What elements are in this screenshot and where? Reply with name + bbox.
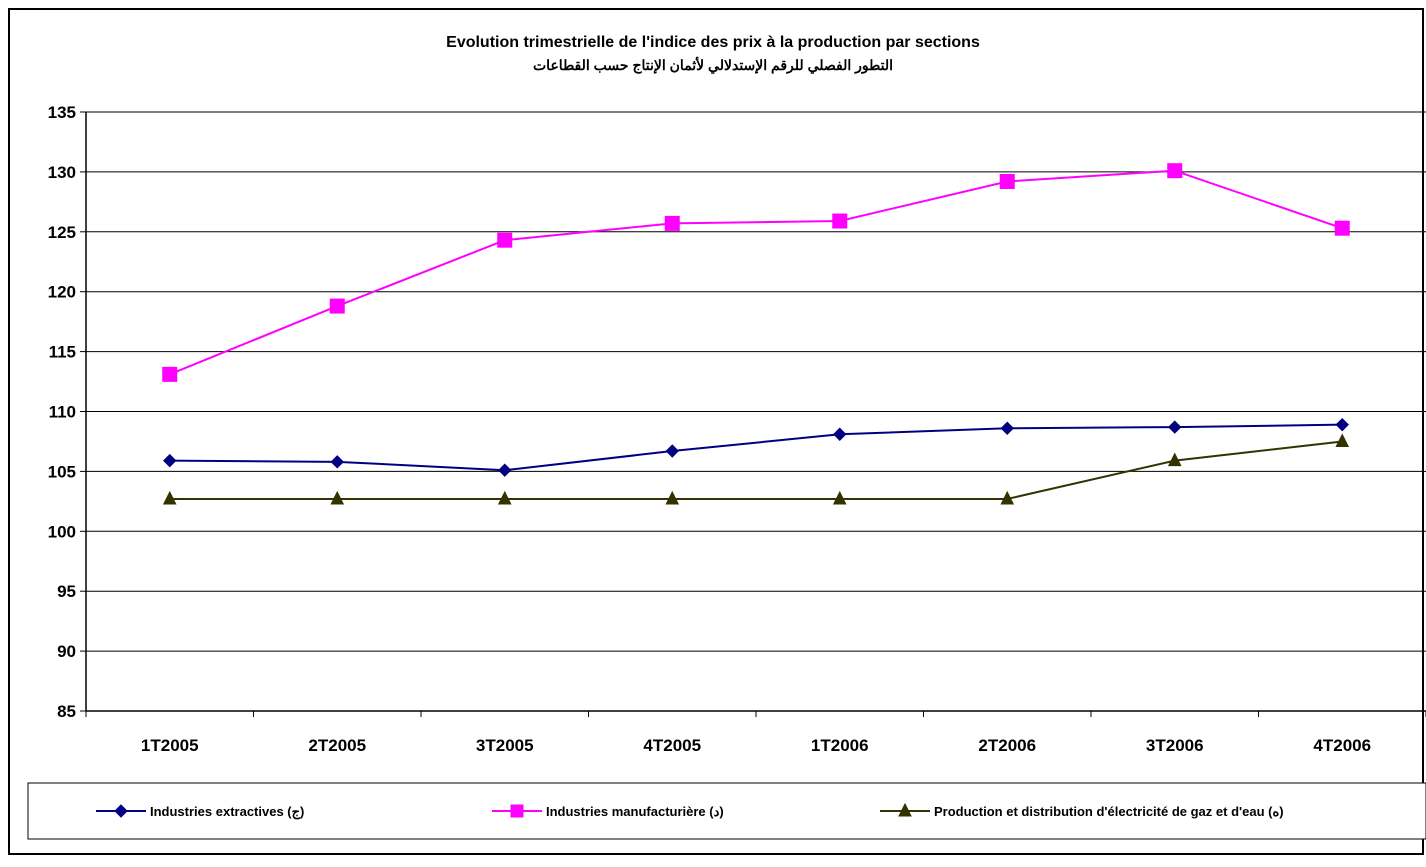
data-point-triangle bbox=[1000, 490, 1015, 505]
series-line bbox=[169, 169, 1343, 376]
data-point-square bbox=[497, 232, 513, 248]
legend-item-3: Production et distribution d'électricité… bbox=[880, 802, 1284, 819]
data-point-square bbox=[329, 298, 345, 314]
data-point-square bbox=[1334, 220, 1350, 236]
data-point-triangle bbox=[1167, 452, 1182, 467]
axes bbox=[80, 111, 1426, 717]
legend-item-2: Industries manufacturière (د) bbox=[492, 804, 724, 819]
data-point-diamond bbox=[833, 427, 847, 441]
data-point-triangle bbox=[665, 490, 680, 505]
y-tick-label: 130 bbox=[48, 163, 76, 182]
data-point-square bbox=[664, 215, 680, 231]
data-point-diamond bbox=[330, 455, 344, 469]
data-point-square bbox=[832, 213, 848, 229]
series-line bbox=[169, 423, 1343, 472]
y-tick-labels: 135 130 125 120 115 110 105 100 95 90 85 bbox=[48, 103, 76, 721]
y-tick-label: 100 bbox=[48, 522, 76, 541]
x-tick-label: 3T2005 bbox=[476, 736, 534, 755]
y-tick-label: 135 bbox=[48, 103, 76, 122]
chart-frame bbox=[8, 8, 1424, 855]
y-tick-label: 95 bbox=[57, 582, 76, 601]
x-tick-labels: 1T2005 2T2005 3T2005 4T2005 1T2006 2T2006 3T20… bbox=[141, 736, 1371, 755]
data-point-diamond bbox=[1168, 420, 1182, 434]
data-point-triangle bbox=[898, 802, 912, 817]
data-point-triangle bbox=[1335, 433, 1350, 447]
legend-item-1: Industries extractives (ج) bbox=[96, 804, 304, 820]
data-point-square bbox=[999, 173, 1015, 189]
data-point-diamond bbox=[1000, 421, 1014, 435]
data-point-square bbox=[510, 804, 524, 818]
data-point-diamond bbox=[163, 453, 177, 468]
data-point-triangle bbox=[162, 490, 177, 505]
data-point-square bbox=[162, 366, 178, 382]
data-point-diamond bbox=[665, 444, 679, 458]
legend-box bbox=[27, 782, 1426, 840]
chart-title: Evolution trimestrielle de l'indice des … bbox=[446, 34, 980, 51]
series-line bbox=[169, 440, 1343, 500]
x-tick-label: 4T2005 bbox=[643, 736, 701, 755]
data-point-diamond bbox=[1335, 417, 1349, 432]
x-tick-label: 3T2006 bbox=[1146, 736, 1204, 755]
data-point-diamond bbox=[114, 804, 128, 818]
data-point-triangle bbox=[330, 490, 345, 505]
series bbox=[162, 163, 1350, 505]
y-tick-label: 115 bbox=[49, 343, 76, 362]
x-tick-label: 2T2005 bbox=[308, 736, 366, 755]
y-tick-label: 105 bbox=[48, 462, 76, 481]
x-tick-label: 1T2006 bbox=[811, 736, 869, 755]
y-tick-label: 125 bbox=[48, 223, 76, 242]
x-tick-label: 4T2006 bbox=[1313, 736, 1371, 755]
data-point-triangle bbox=[497, 490, 512, 505]
x-tick-label: 2T2006 bbox=[978, 736, 1036, 755]
legend: Industries extractives (ج) Industries man… bbox=[27, 782, 1426, 840]
legend-label: Industries extractives (ج) bbox=[150, 804, 304, 820]
series-1 bbox=[163, 417, 1349, 477]
y-tick-label: 85 bbox=[57, 702, 76, 721]
chart-subtitle: التطور الفصلي للرقم الإستدلالي لأثمان ال… bbox=[533, 56, 893, 75]
y-tick-label: 110 bbox=[49, 403, 76, 422]
gridlines bbox=[86, 111, 1426, 652]
data-point-diamond bbox=[498, 463, 512, 477]
series-3 bbox=[162, 433, 1350, 505]
data-point-square bbox=[1167, 163, 1183, 179]
x-tick-label: 1T2005 bbox=[141, 736, 199, 755]
legend-label: Production et distribution d'électricité… bbox=[934, 804, 1284, 819]
series-2 bbox=[162, 163, 1350, 382]
data-point-triangle bbox=[832, 490, 847, 505]
legend-label: Industries manufacturière (د) bbox=[546, 804, 724, 819]
y-tick-label: 90 bbox=[57, 642, 76, 661]
y-tick-label: 120 bbox=[48, 283, 76, 302]
